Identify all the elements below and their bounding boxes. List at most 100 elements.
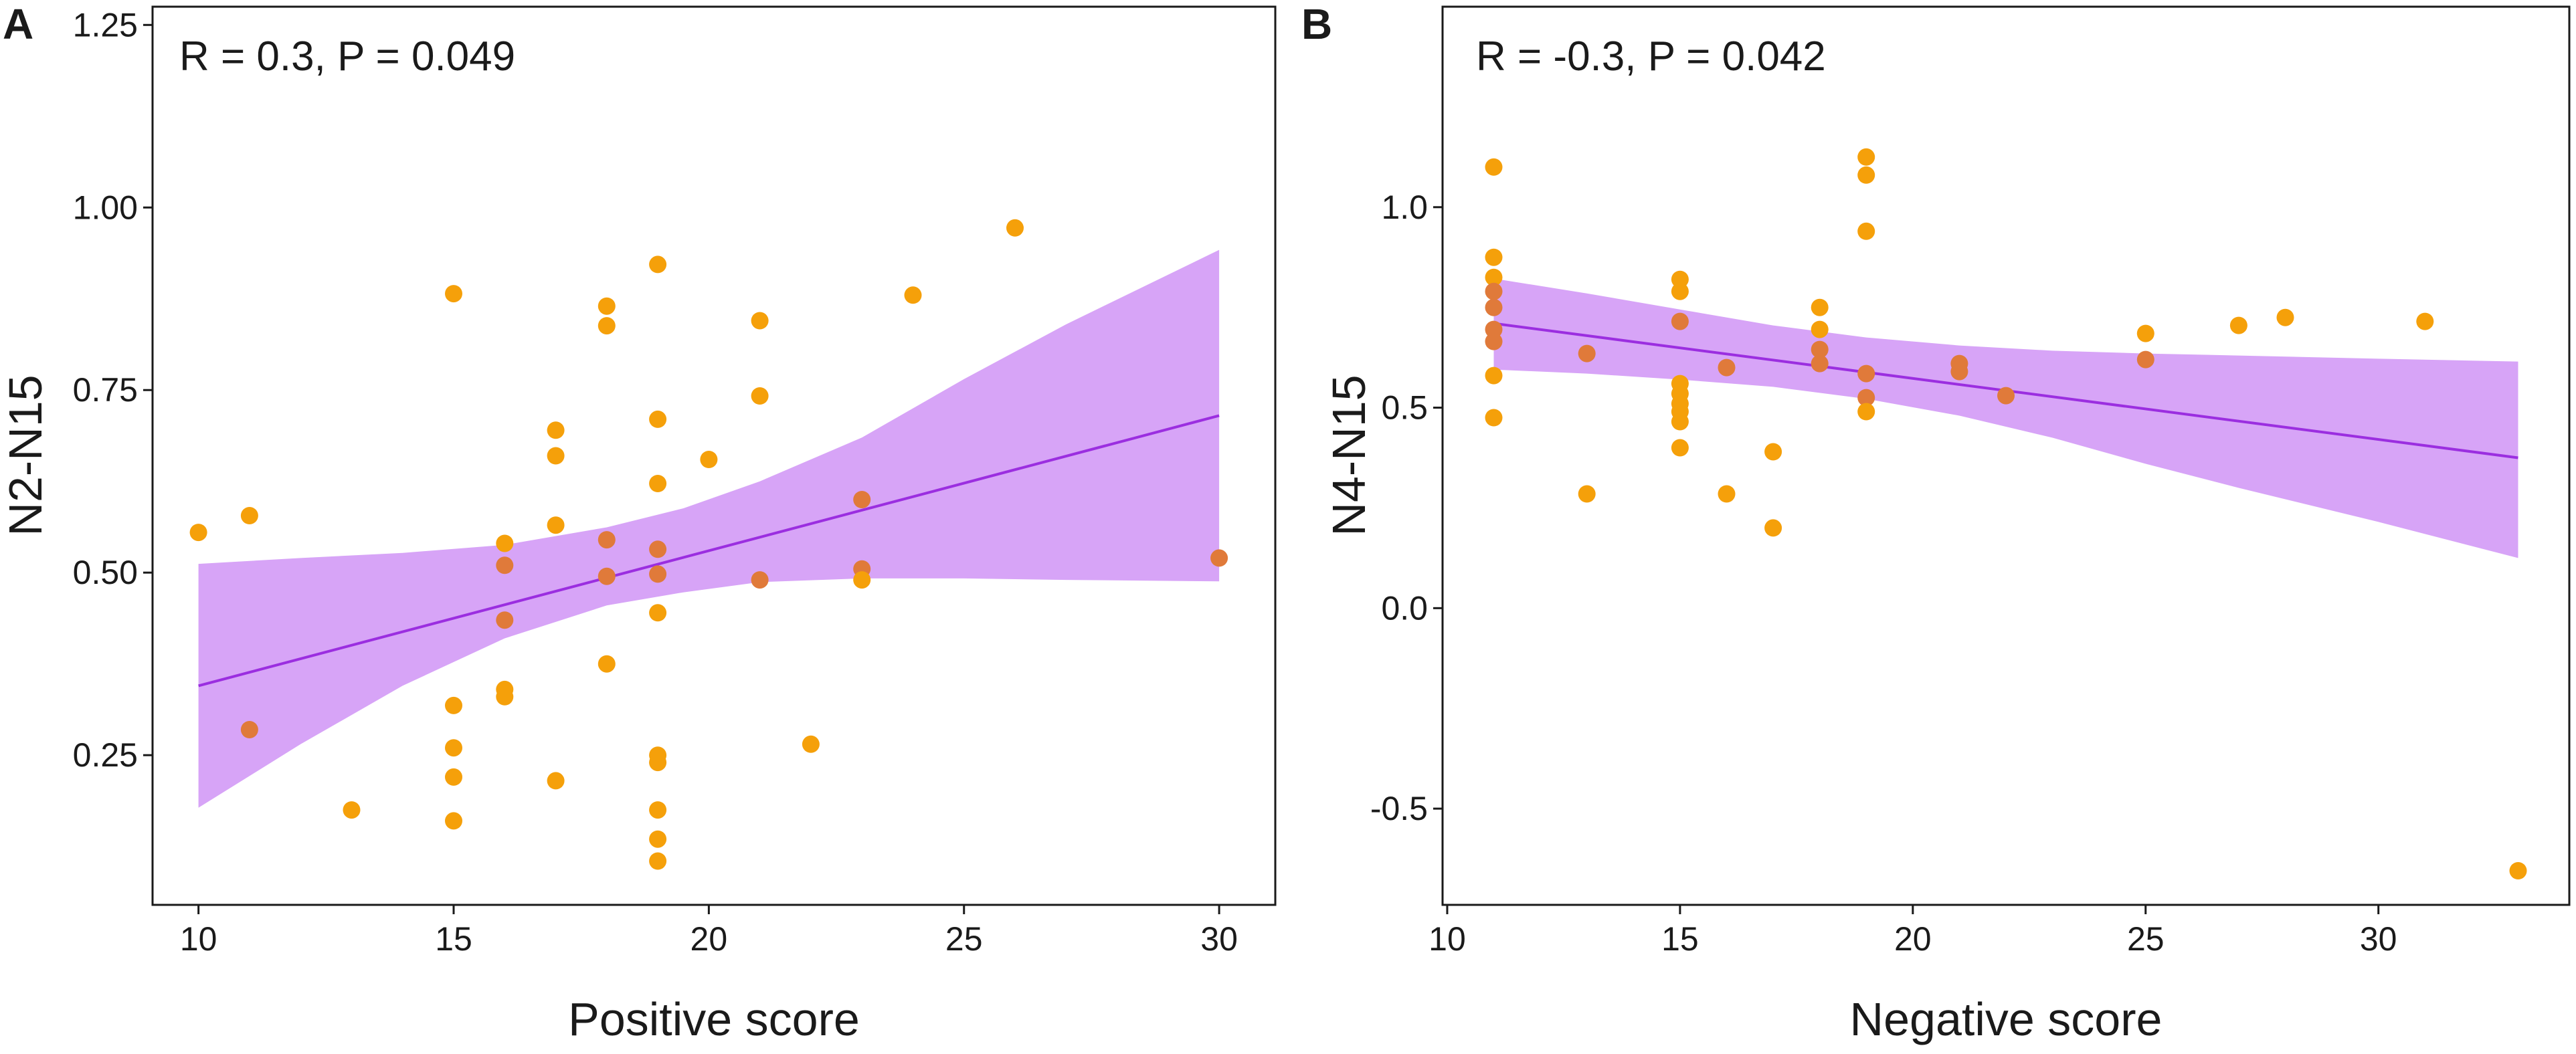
panel-a-data-point [649,801,667,819]
panel-b-x-tick-label: 25 [2127,920,2165,958]
panel-b-data-point [1671,413,1689,431]
panel-b-data-point [1857,389,1875,407]
panel-b-y-tick-label: 0.0 [1381,589,1428,627]
panel-a-data-point [547,421,565,439]
panel-b-data-point [1485,282,1503,300]
panel-a-data-point [445,739,462,757]
panel-a-x-tick-label: 30 [1200,920,1238,958]
panel-b-data-point [2136,350,2154,368]
panel-b-y-tick-label: -0.5 [1370,790,1428,827]
panel-b-data-point [1857,148,1875,166]
panel-b-data-point [1764,519,1782,537]
panel-a-data-point [445,285,462,303]
panel-a-data-point [649,830,667,848]
panel-b-data-point [1857,403,1875,421]
panel-a-data-point [597,567,616,585]
panel-b-data-point [1950,362,1968,381]
panel-a-data-point [649,604,667,622]
panel-b-data-point [1811,354,1829,373]
panel-a-y-tick-label: 0.50 [73,554,138,591]
panel-a-data-point [649,255,667,274]
panel-a-data-point [597,317,616,335]
panel-a-data-point [853,571,871,589]
panel-a-regression-line [198,414,1220,688]
panel-a-x-tick-label: 25 [945,920,983,958]
panel-a-data-point [189,524,207,542]
panel-a-y-tick-label: 0.25 [73,736,138,774]
panel-a-plot-frame [151,5,1277,906]
panel-b-data-point [1485,366,1503,385]
panel-b-data-point [1811,340,1829,358]
panel-a-data-point [649,475,667,492]
panel-b-letter: B [1301,0,1332,48]
panel-a-x-tick-label: 10 [180,920,217,958]
panel-a: A 0.25 0.50 0.75 1.00 1.25 10 15 20 25 30 R = 0.… [0,0,1277,1045]
panel-a-data-point [904,286,922,304]
panel-b-data-point [1578,344,1596,362]
panel-a-data-point [802,735,820,753]
panel-a-data-point [496,534,514,552]
panel-a-x-axis-title: Positive score [568,993,860,1045]
panel-b-confidence-band [1493,278,2518,558]
panel-a-data-point [649,410,667,428]
panel-a-data-point [445,812,462,830]
panel-b-data-point [1485,320,1503,338]
panel-b-data-point [1485,409,1503,427]
panel-b-x-axis-title: Negative score [1850,993,2163,1045]
panel-a-data-point [649,754,667,772]
panel-a-data-point [751,387,769,405]
panel-b-data-point [2509,862,2527,879]
panel-a-y-tick-label: 0.75 [73,371,138,409]
panel-b-data-point [2416,312,2434,330]
panel-a-data-point [1210,549,1228,567]
panel-b-data-point [1764,443,1782,461]
panel-b-data-point [1997,387,2015,405]
panel-a-data-point [547,772,565,790]
panel-b-data-point [1485,158,1503,176]
panel-b-x-tick-label: 10 [1429,920,1466,958]
panel-a-data-point [496,611,514,629]
panel-b-y-tick-label: 1.0 [1381,189,1428,226]
panel-a-y-tick-label: 1.25 [73,6,138,43]
panel-b-x-tick-label: 20 [1894,920,1932,958]
panel-b-data-point [2136,324,2154,342]
panel-b-statistics: R = -0.3, P = 0.042 [1476,33,1826,80]
panel-b-plot-frame [1441,5,2571,906]
panel-b-data-point [1811,298,1829,316]
panel-b-data-point [1811,320,1829,338]
panel-a-data-point [649,565,667,583]
panel-b: B -0.5 0.0 0.5 1.0 10 15 20 25 30 R = -0.3, P =… [1301,0,2571,1045]
panel-a-letter: A [3,0,33,48]
panel-b-data-point [1857,222,1875,240]
panel-b-data-point [1671,270,1689,288]
panel-a-data-point [445,696,462,714]
panel-a-y-tick-label: 1.00 [73,189,138,226]
panel-b-data-point [1485,298,1503,316]
panel-a-data-point [649,540,667,558]
panel-a-statistics: R = 0.3, P = 0.049 [179,33,515,80]
panel-a-y-axis-title: N2-N15 [0,375,52,536]
panel-b-data-point [2229,316,2247,334]
panel-a-data-point [496,688,514,706]
panel-b-y-axis-title: N4-N15 [1323,375,1375,536]
panel-a-data-point [240,507,258,524]
panel-b-data-point [1485,248,1503,266]
panel-a-data-point [597,655,616,673]
panel-b-data-point [1671,439,1689,457]
panel-b-data-point [1857,364,1875,383]
panel-a-x-tick-label: 20 [691,920,728,958]
panel-b-y-tick-label: 0.5 [1381,389,1428,427]
panel-a-data-point [445,768,462,786]
panel-b-data-point [1718,485,1736,503]
panel-a-data-point [700,451,718,468]
panel-a-data-point [547,447,565,465]
panel-a-data-point [496,556,514,574]
panel-b-data-point [2276,308,2294,326]
panel-a-x-tick-label: 15 [435,920,472,958]
panel-b-data-point [1485,332,1503,350]
panel-b-data-point [1671,282,1689,300]
panel-b-data-point [1718,358,1736,377]
panel-b-x-tick-label: 30 [2360,920,2397,958]
panel-a-data-point [853,491,871,508]
